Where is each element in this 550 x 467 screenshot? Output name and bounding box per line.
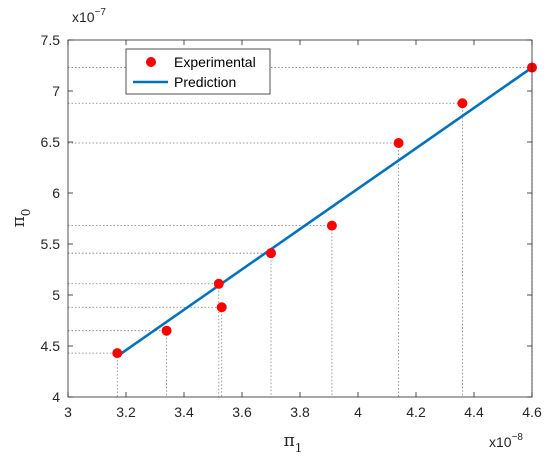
tick-labels: 3 3.2 3.4 3.6 3.8 4 4.2 4.4 4.6 4 4.5 5 5.5 6 6.5 7 7.5: [41, 32, 542, 420]
x-tick-label: 3: [64, 404, 72, 420]
y-tick-label: 6: [52, 185, 60, 201]
experimental-point: [112, 348, 123, 359]
y-tick-label: 7: [52, 83, 60, 99]
y-tick-label: 4: [52, 389, 60, 405]
y-tick-label: 5.5: [41, 236, 61, 252]
y-tick-label: 6.5: [41, 134, 61, 150]
experimental-point: [393, 138, 404, 149]
x-axis-label: π1: [284, 431, 303, 455]
experimental-point: [266, 248, 276, 259]
y-axis-exponent: x10−7: [72, 7, 106, 25]
x-tick-label: 4: [354, 404, 362, 420]
x-tick-label: 3.6: [232, 404, 252, 420]
prediction-line: [116, 66, 533, 358]
x-tick-label: 3.8: [290, 404, 310, 420]
y-tick-label: 4.5: [41, 338, 61, 354]
experimental-point: [213, 278, 224, 289]
legend-experimental-label: Experimental: [174, 54, 256, 70]
legend-experimental-marker: [146, 57, 156, 67]
x-tick-label: 4.4: [464, 404, 484, 420]
experimental-series: [112, 62, 537, 359]
legend: Experimental Prediction: [125, 48, 271, 95]
x-tick-label: 4.6: [522, 404, 542, 420]
x-axis-exponent: x10−8: [489, 432, 523, 450]
y-tick-label: 7.5: [41, 32, 61, 48]
y-tick-label: 5: [52, 287, 60, 303]
experimental-point: [457, 98, 468, 109]
x-tick-label: 4.2: [406, 404, 426, 420]
y-axis-label: π0: [9, 209, 33, 228]
axes: [67, 39, 533, 398]
x-tick-label: 3.2: [116, 404, 136, 420]
experimental-point: [161, 325, 172, 336]
experimental-point: [216, 302, 227, 313]
experimental-point: [326, 220, 337, 231]
legend-prediction-label: Prediction: [174, 74, 236, 90]
x-tick-label: 3.4: [174, 404, 194, 420]
legend-box: [125, 48, 271, 95]
prediction-series: [116, 66, 533, 358]
